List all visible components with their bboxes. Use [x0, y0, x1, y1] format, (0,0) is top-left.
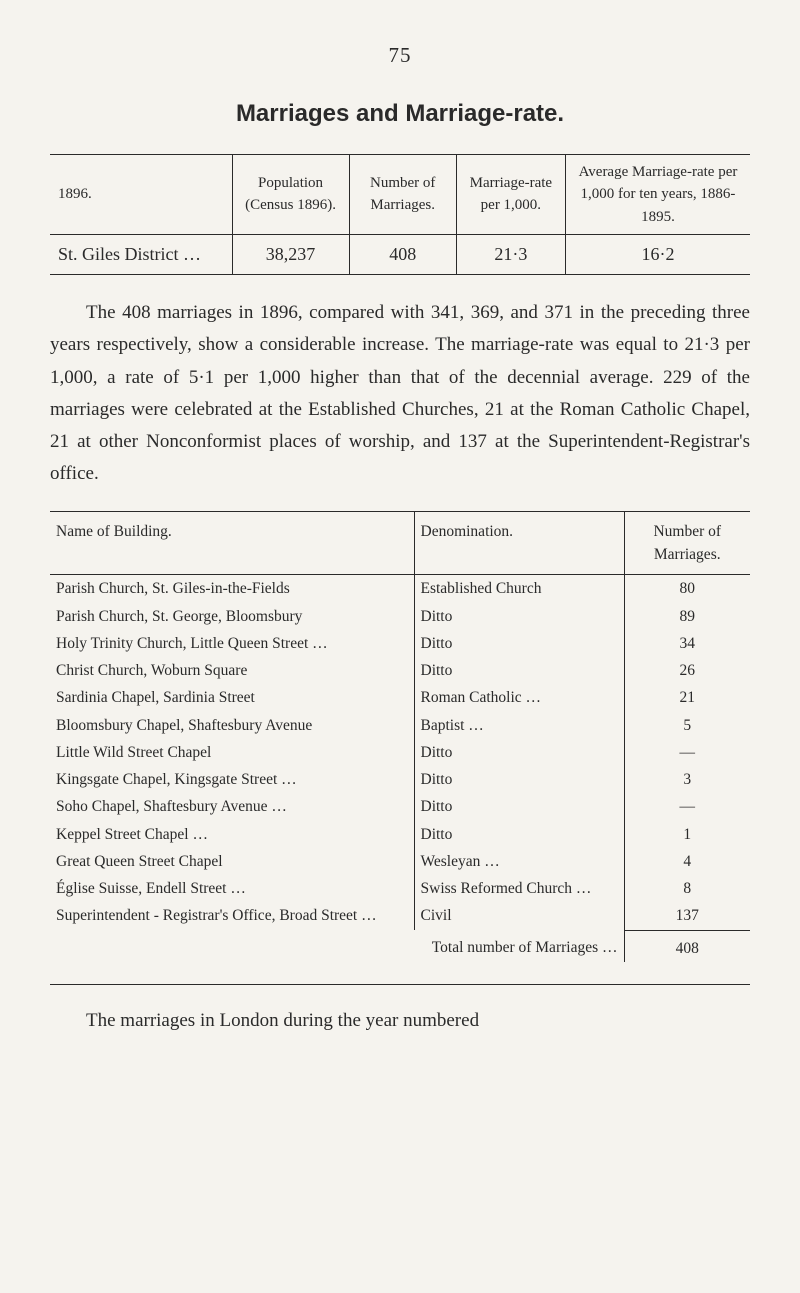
table1-header-rate: Marriage-rate per 1,000. — [456, 154, 565, 235]
denomination: Ditto — [414, 603, 624, 630]
denomination: Ditto — [414, 739, 624, 766]
building-name: Holy Trinity Church, Little Queen Street… — [50, 630, 414, 657]
total-value: 408 — [624, 930, 750, 962]
table-row: Parish Church, St. Giles-in-the-FieldsEs… — [50, 575, 750, 603]
table2-header-name: Name of Building. — [50, 511, 414, 575]
denomination: Established Church — [414, 575, 624, 603]
table2-bottom-rule — [50, 984, 750, 985]
table-row: Superintendent - Registrar's Office, Bro… — [50, 902, 750, 930]
marriage-count: — — [624, 739, 750, 766]
table-row: Parish Church, St. George, BloomsburyDit… — [50, 603, 750, 630]
table-row: Christ Church, Woburn SquareDitto26 — [50, 657, 750, 684]
marriage-count: 3 — [624, 766, 750, 793]
building-name: Keppel Street Chapel … — [50, 821, 414, 848]
denomination: Wesleyan … — [414, 848, 624, 875]
table1-header-year: 1896. — [50, 154, 232, 235]
table-row: Great Queen Street ChapelWesleyan …4 — [50, 848, 750, 875]
table1-header-population: Population (Census 1896). — [232, 154, 349, 235]
marriage-count: 1 — [624, 821, 750, 848]
table-row: Holy Trinity Church, Little Queen Street… — [50, 630, 750, 657]
denomination: Civil — [414, 902, 624, 930]
building-name: Parish Church, St. Giles-in-the-Fields — [50, 575, 414, 603]
building-name: Kingsgate Chapel, Kingsgate Street … — [50, 766, 414, 793]
denomination: Roman Catholic … — [414, 684, 624, 711]
denomination: Ditto — [414, 793, 624, 820]
denomination: Swiss Reformed Church … — [414, 875, 624, 902]
total-row: Total number of Marriages …408 — [50, 930, 750, 962]
marriage-count: 8 — [624, 875, 750, 902]
table-row: Keppel Street Chapel …Ditto1 — [50, 821, 750, 848]
table1-row-label: St. Giles District … — [50, 235, 232, 275]
marriage-count: 4 — [624, 848, 750, 875]
table1-header-marriages: Number of Marriages. — [349, 154, 456, 235]
marriage-count: — — [624, 793, 750, 820]
table2-header-num: Number of Marriages. — [624, 511, 750, 575]
building-name: Christ Church, Woburn Square — [50, 657, 414, 684]
building-name: Superintendent - Registrar's Office, Bro… — [50, 902, 414, 930]
footer-text: The marriages in London during the year … — [50, 1005, 750, 1037]
total-label: Total number of Marriages … — [50, 930, 624, 962]
denomination: Ditto — [414, 657, 624, 684]
body-paragraph: The 408 marriages in 1896, compared with… — [50, 297, 750, 491]
building-name: Little Wild Street Chapel — [50, 739, 414, 766]
table1-rate: 21·3 — [456, 235, 565, 275]
marriage-count: 80 — [624, 575, 750, 603]
marriage-count: 26 — [624, 657, 750, 684]
marriage-count: 34 — [624, 630, 750, 657]
table-row: Soho Chapel, Shaftesbury Avenue …Ditto— — [50, 793, 750, 820]
table-row: Bloomsbury Chapel, Shaftesbury AvenueBap… — [50, 712, 750, 739]
table-row: Sardinia Chapel, Sardinia StreetRoman Ca… — [50, 684, 750, 711]
building-name: Soho Chapel, Shaftesbury Avenue … — [50, 793, 414, 820]
denomination: Ditto — [414, 630, 624, 657]
page-title: Marriages and Marriage-rate. — [50, 96, 750, 132]
table-row: Little Wild Street ChapelDitto— — [50, 739, 750, 766]
marriage-count: 137 — [624, 902, 750, 930]
table-row: Église Suisse, Endell Street …Swiss Refo… — [50, 875, 750, 902]
building-name: Église Suisse, Endell Street … — [50, 875, 414, 902]
building-name: Parish Church, St. George, Bloomsbury — [50, 603, 414, 630]
table-row: Kingsgate Chapel, Kingsgate Street …Ditt… — [50, 766, 750, 793]
building-name: Great Queen Street Chapel — [50, 848, 414, 875]
page-number: 75 — [50, 40, 750, 72]
denomination: Ditto — [414, 821, 624, 848]
table1-avg: 16·2 — [565, 235, 750, 275]
table2-header-denom: Denomination. — [414, 511, 624, 575]
summary-table: 1896. Population (Census 1896). Number o… — [50, 154, 750, 276]
marriage-count: 5 — [624, 712, 750, 739]
table1-population: 38,237 — [232, 235, 349, 275]
denomination: Baptist … — [414, 712, 624, 739]
marriage-count: 89 — [624, 603, 750, 630]
building-name: Bloomsbury Chapel, Shaftesbury Avenue — [50, 712, 414, 739]
marriage-count: 21 — [624, 684, 750, 711]
details-table: Name of Building. Denomination. Number o… — [50, 511, 750, 962]
table1-marriages: 408 — [349, 235, 456, 275]
denomination: Ditto — [414, 766, 624, 793]
building-name: Sardinia Chapel, Sardinia Street — [50, 684, 414, 711]
table1-header-avg: Average Marriage-rate per 1,000 for ten … — [565, 154, 750, 235]
